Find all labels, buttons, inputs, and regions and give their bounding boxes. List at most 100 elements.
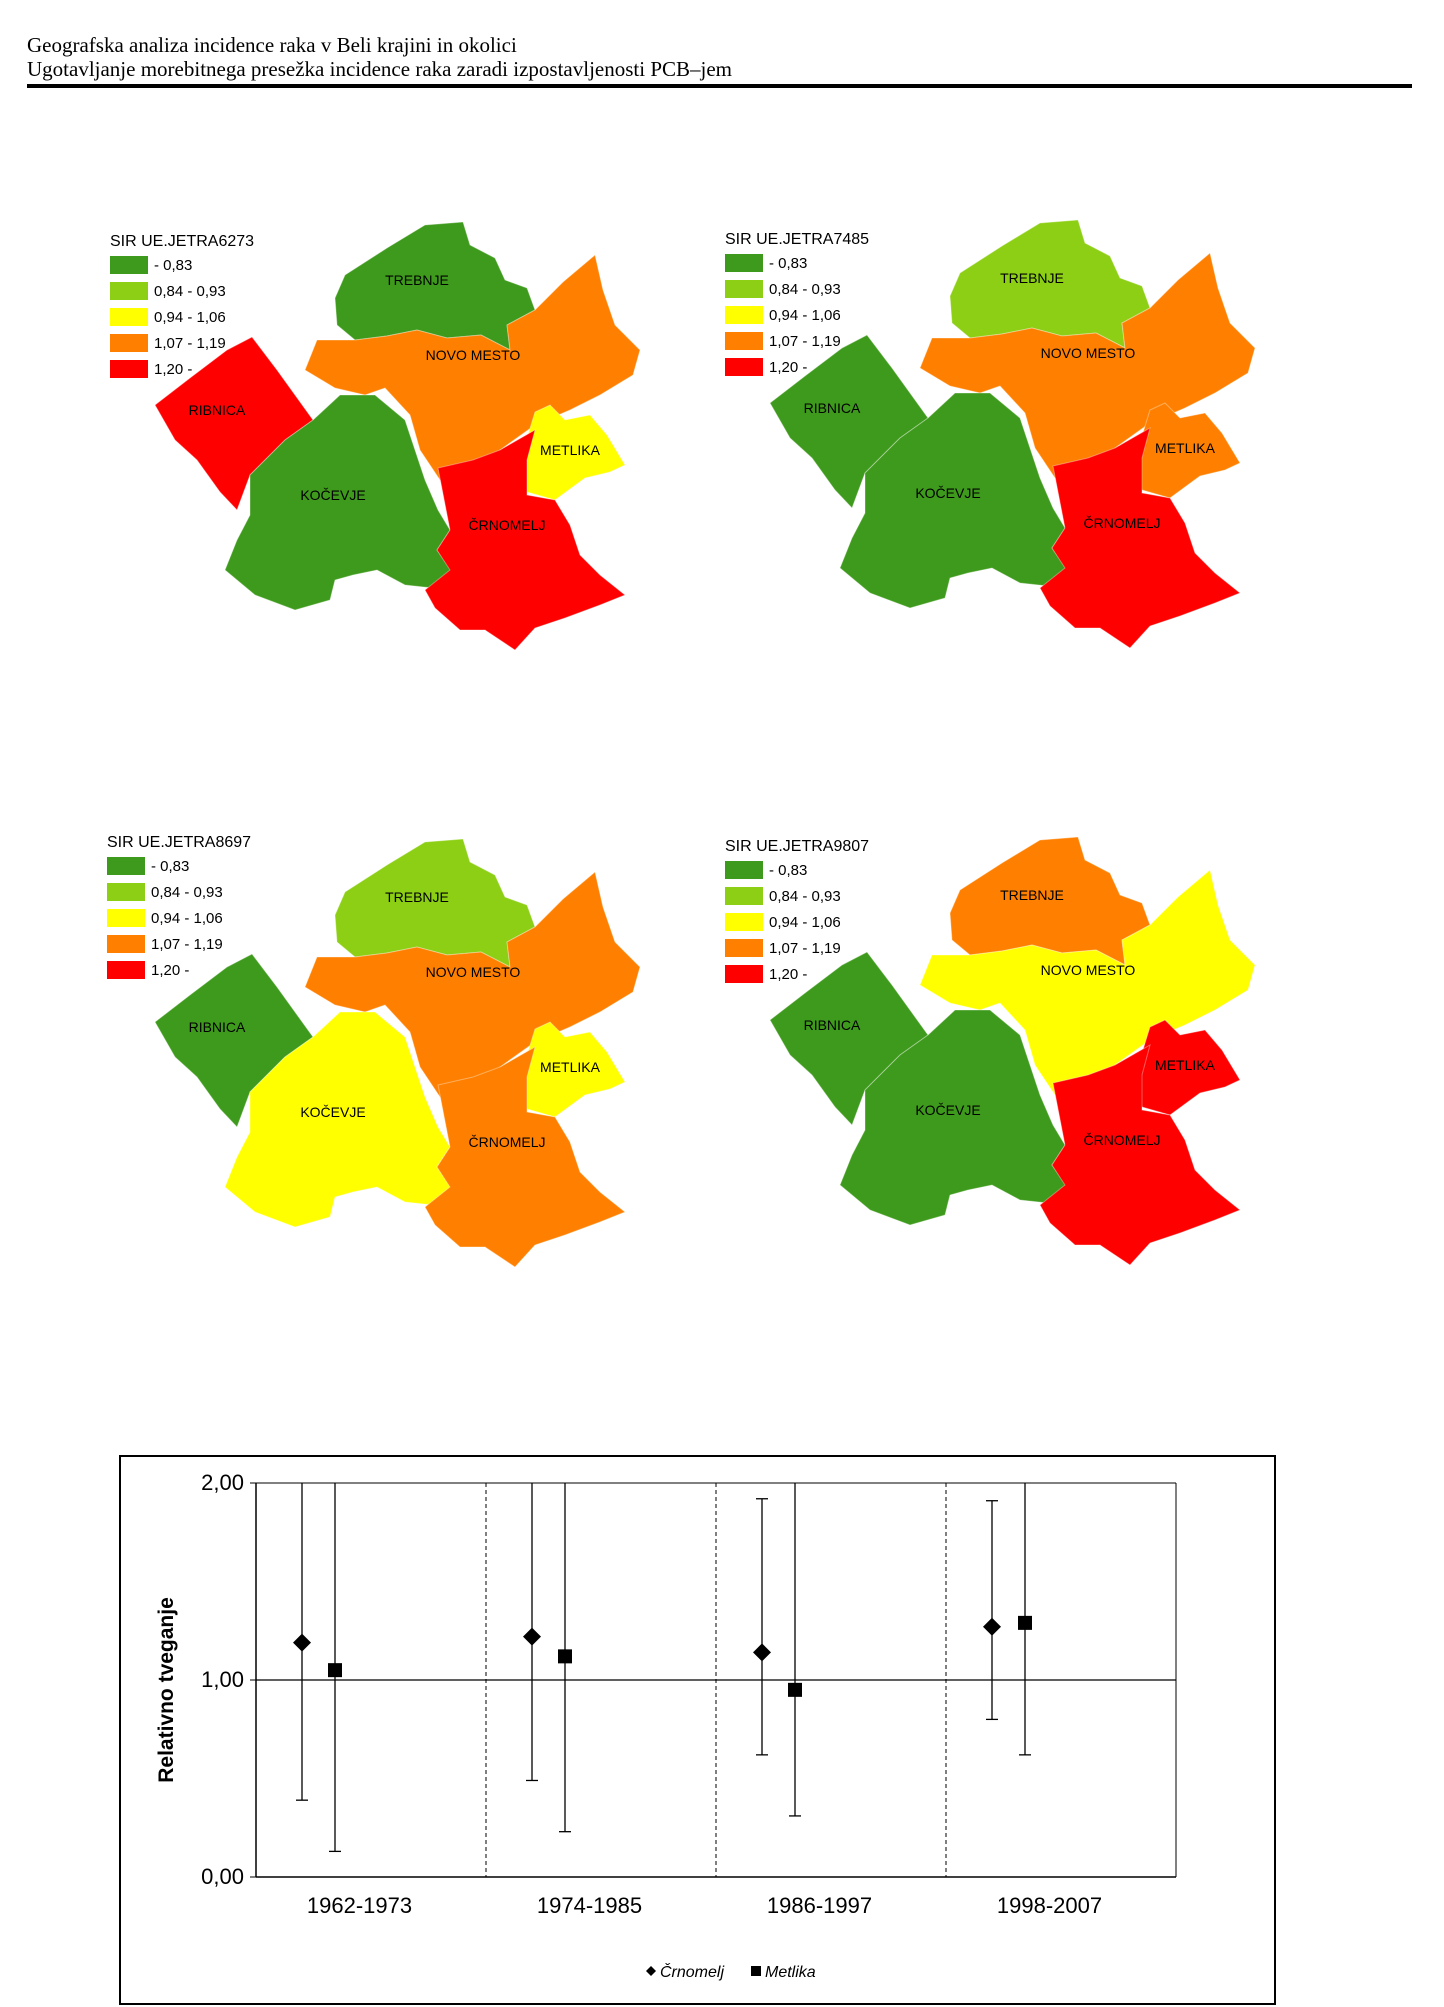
legend-label: 0,84 - 0,93 — [154, 282, 226, 300]
legend-series-label: Črnomelj — [660, 1962, 724, 1981]
legend-label: - 0,83 — [769, 254, 808, 272]
legend-item: - 0,83 — [725, 250, 869, 276]
region-kocevje — [224, 1011, 452, 1228]
document-header: Geografska analiza incidence raka v Beli… — [27, 33, 1412, 81]
point-metlika — [328, 1663, 342, 1678]
legend-label: 1,20 - — [154, 360, 193, 378]
legend-item: 1,20 - — [107, 957, 251, 983]
region-label-metlika: METLIKA — [540, 442, 601, 458]
region-label-metlika: METLIKA — [540, 1059, 601, 1075]
legend-item: 0,84 - 0,93 — [107, 879, 251, 905]
legend-item: 1,07 - 1,19 — [107, 931, 251, 957]
legend-label: 1,20 - — [769, 358, 808, 376]
legend-swatch — [725, 358, 763, 376]
map-1-regions: TREBNJE NOVO MESTO RIBNICA KOČEVJE METLIKA ČR… — [154, 221, 641, 651]
map-3-regions: TREBNJE NOVO MESTO RIBNICA KOČEVJE METLIKA ČR… — [154, 838, 641, 1268]
region-label-ribnica: RIBNICA — [804, 1017, 861, 1033]
legend-title: SIR UE.JETRA7485 — [725, 231, 870, 248]
legend-swatch — [110, 360, 148, 378]
legend-swatch — [725, 280, 763, 298]
map-panel-2: TREBNJE NOVO MESTO RIBNICA KOČEVJE METLIKA ČR… — [700, 190, 1320, 770]
region-label-kocevje: KOČEVJE — [915, 485, 980, 501]
y-tick-label: 2,00 — [201, 1470, 244, 1495]
legend-label: 0,94 - 1,06 — [769, 913, 841, 931]
legend-swatch — [725, 254, 763, 272]
map-2-legend: SIR UE.JETRA7485 - 0,83 0,84 - 0,93 0,94 -… — [725, 230, 869, 380]
region-novo-mesto — [919, 252, 1256, 479]
map-panel-4: TREBNJE NOVO MESTO RIBNICA KOČEVJE METLIKA ČR… — [700, 795, 1320, 1395]
region-label-kocevje: KOČEVJE — [300, 487, 365, 503]
legend-swatch — [725, 939, 763, 957]
legend-item: 1,20 - — [725, 961, 869, 987]
legend-label: 1,07 - 1,19 — [769, 332, 841, 350]
region-label-crnomelj: ČRNOMELJ — [1083, 1132, 1160, 1148]
legend-item: 0,94 - 1,06 — [107, 905, 251, 931]
legend-swatch — [107, 935, 145, 953]
point-metlika — [788, 1682, 802, 1697]
relative-risk-chart: 0,00 1,00 2,00 1962-1973 1974-1985 1986-1997 1… — [119, 1455, 1276, 2005]
legend-label: 0,84 - 0,93 — [769, 280, 841, 298]
region-label-novo-mesto: NOVO MESTO — [426, 964, 521, 980]
legend-swatch — [110, 334, 148, 352]
point-metlika — [1018, 1615, 1032, 1630]
legend-swatch — [110, 308, 148, 326]
map-4-legend: SIR UE.JETRA9807 - 0,83 0,84 - 0,93 0,94 -… — [725, 837, 869, 987]
map-panel-3: TREBNJE NOVO MESTO RIBNICA KOČEVJE METLIKA ČR… — [85, 795, 705, 1395]
legend-item: - 0,83 — [107, 853, 251, 879]
legend-swatch — [107, 883, 145, 901]
legend-swatch — [725, 887, 763, 905]
legend-swatch — [107, 857, 145, 875]
legend-label: 1,20 - — [769, 965, 808, 983]
chart-plot: 0,00 1,00 2,00 1962-1973 1974-1985 1986-1997 1… — [155, 1470, 1177, 1981]
legend-item: 0,94 - 1,06 — [110, 304, 254, 330]
legend-item: 0,94 - 1,06 — [725, 909, 869, 935]
y-axis-label: Relativno tveganje — [155, 1597, 178, 1783]
legend-marker — [751, 1966, 761, 1976]
legend-title: SIR UE.JETRA8697 — [107, 834, 252, 851]
legend-series-label: Metlika — [765, 1964, 816, 1981]
legend-swatch — [725, 913, 763, 931]
legend-label: 1,20 - — [151, 961, 190, 979]
legend-label: 0,84 - 0,93 — [151, 883, 223, 901]
region-label-ribnica: RIBNICA — [189, 1019, 246, 1035]
legend-item: 0,84 - 0,93 — [725, 883, 869, 909]
region-label-ribnica: RIBNICA — [804, 400, 861, 416]
legend-title: SIR UE.JETRA9807 — [725, 838, 870, 855]
region-crnomelj — [424, 428, 626, 651]
x-tick-label: 1962-1973 — [307, 1893, 412, 1918]
legend-swatch — [107, 909, 145, 927]
map-panel-1: TREBNJE NOVO MESTO RIBNICA KOČEVJE METLIKA ČR… — [85, 190, 705, 770]
point-metlika — [558, 1649, 572, 1664]
region-label-novo-mesto: NOVO MESTO — [426, 347, 521, 363]
legend-swatch — [725, 965, 763, 983]
region-crnomelj — [1039, 426, 1241, 649]
region-label-metlika: METLIKA — [1155, 440, 1216, 456]
legend-swatch — [725, 332, 763, 350]
legend-label: 1,07 - 1,19 — [769, 939, 841, 957]
map-1-legend: SIR UE.JETRA6273 - 0,83 0,84 - 0,93 0,94 -… — [110, 232, 254, 382]
legend-label: - 0,83 — [151, 857, 190, 875]
region-label-trebnje: TREBNJE — [385, 889, 449, 905]
x-tick-label: 1986-1997 — [767, 1893, 872, 1918]
legend-swatch — [107, 961, 145, 979]
region-novo-mesto — [919, 869, 1256, 1096]
legend-item: 0,84 - 0,93 — [725, 276, 869, 302]
legend-label: 1,07 - 1,19 — [151, 935, 223, 953]
legend-label: 0,94 - 1,06 — [151, 909, 223, 927]
legend-item: 0,84 - 0,93 — [110, 278, 254, 304]
region-crnomelj — [1039, 1043, 1241, 1266]
region-label-metlika: METLIKA — [1155, 1057, 1216, 1073]
region-label-trebnje: TREBNJE — [385, 272, 449, 288]
legend-label: 0,94 - 1,06 — [154, 308, 226, 326]
region-label-crnomelj: ČRNOMELJ — [1083, 515, 1160, 531]
header-rule — [27, 84, 1412, 88]
region-kocevje — [224, 394, 452, 611]
legend-item: 1,07 - 1,19 — [725, 328, 869, 354]
legend-swatch — [110, 256, 148, 274]
y-tick-label: 1,00 — [201, 1667, 244, 1692]
region-kocevje — [839, 392, 1067, 609]
legend-label: - 0,83 — [154, 256, 193, 274]
region-kocevje — [839, 1009, 1067, 1226]
legend-marker — [646, 1966, 656, 1976]
legend-item: - 0,83 — [725, 857, 869, 883]
